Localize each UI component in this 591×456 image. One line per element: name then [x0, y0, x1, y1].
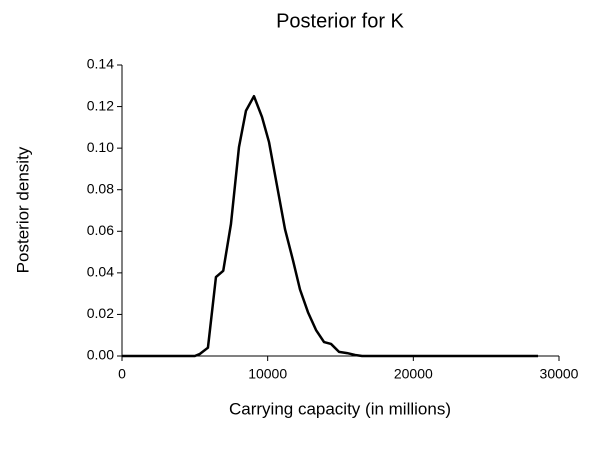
y-tick-label: 0.02 [87, 305, 114, 321]
chart-title: Posterior for K [276, 10, 404, 32]
y-tick-label: 0.14 [87, 56, 114, 72]
y-tick-label: 0.00 [87, 347, 114, 363]
x-tick-label: 10000 [248, 366, 287, 382]
data-line [122, 94, 539, 358]
y-axis-label: Posterior density [13, 146, 32, 273]
y-tick-label: 0.10 [87, 139, 114, 155]
y-tick-label: 0.04 [87, 264, 114, 280]
x-tick-label: 20000 [394, 366, 433, 382]
x-tick-label: 0 [118, 366, 126, 382]
y-tick-label: 0.12 [87, 97, 114, 113]
y-tick-label: 0.08 [87, 180, 114, 196]
x-tick-label: 30000 [540, 366, 579, 382]
x-axis-label: Carrying capacity (in millions) [229, 399, 451, 418]
y-tick-label: 0.06 [87, 222, 114, 238]
